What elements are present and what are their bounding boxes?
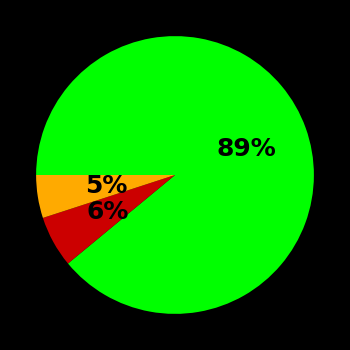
Text: 5%: 5% xyxy=(85,174,128,198)
Text: 89%: 89% xyxy=(217,137,277,161)
Wedge shape xyxy=(36,175,175,218)
Wedge shape xyxy=(43,175,175,264)
Wedge shape xyxy=(36,36,314,314)
Text: 6%: 6% xyxy=(87,200,129,224)
